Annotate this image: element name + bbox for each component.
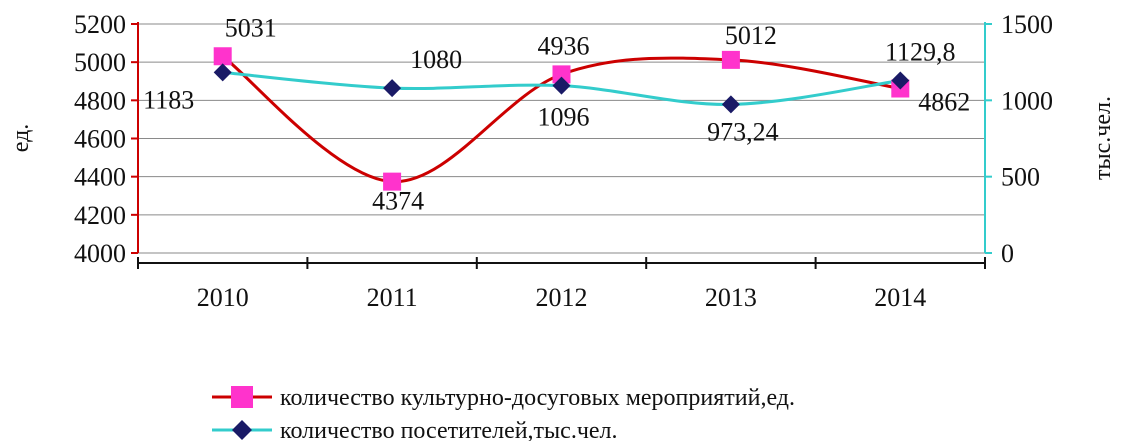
gridlines bbox=[138, 23, 985, 254]
y-left-tick-label: 4600 bbox=[74, 125, 126, 154]
y-axis-right-title: тыс.чел. bbox=[1090, 96, 1116, 180]
data-point-visitors bbox=[552, 76, 571, 95]
data-label: 1080 bbox=[410, 45, 462, 74]
y-axis-left-title: ед. bbox=[8, 124, 34, 153]
y-left-tick-label: 4400 bbox=[74, 163, 126, 192]
y-left-tick-label: 5200 bbox=[74, 10, 126, 39]
legend-item-events: количество культурно-досуговых мероприят… bbox=[212, 385, 795, 411]
data-label: 973,24 bbox=[707, 117, 779, 146]
data-label: 5031 bbox=[225, 13, 277, 42]
data-point-visitors bbox=[213, 63, 232, 82]
data-point-visitors bbox=[383, 79, 402, 98]
x-tick-label: 2011 bbox=[367, 283, 418, 312]
x-tick-label: 2012 bbox=[536, 283, 588, 312]
data-label: 4862 bbox=[918, 88, 970, 117]
data-point-visitors bbox=[721, 95, 740, 114]
y-right-tick-label: 1000 bbox=[1001, 86, 1053, 115]
data-label: 4374 bbox=[372, 187, 424, 216]
legend-label-events: количество культурно-досуговых мероприят… bbox=[280, 385, 795, 411]
data-point-events bbox=[552, 65, 571, 84]
legend-item-visitors: количество посетителей,тыс.чел. bbox=[212, 418, 618, 444]
legend-marker-events bbox=[231, 386, 253, 408]
data-label: 4936 bbox=[538, 31, 590, 60]
x-tick-label: 2013 bbox=[705, 283, 757, 312]
x-tick-label: 2014 bbox=[874, 283, 926, 312]
x-tick-label: 2010 bbox=[197, 283, 249, 312]
y-left-tick-label: 4200 bbox=[74, 201, 126, 230]
data-label: 5012 bbox=[725, 21, 777, 50]
data-point-events bbox=[383, 172, 402, 191]
data-point-visitors bbox=[891, 71, 910, 90]
legend-marker-visitors bbox=[232, 420, 252, 440]
data-labels: 5031 4374 4936 5012 4862 1183 1080 1096 973,24 11… bbox=[143, 13, 970, 215]
y-left-tick-label: 4800 bbox=[74, 86, 126, 115]
axes: 4000 4200 4400 4600 4800 5000 5200 0 500 1000 1500… bbox=[74, 10, 1053, 312]
data-label: 1129,8 bbox=[885, 38, 956, 67]
data-label: 1183 bbox=[143, 85, 194, 114]
y-left-tick-label: 5000 bbox=[74, 48, 126, 77]
data-point-events bbox=[213, 47, 232, 66]
series-layer bbox=[213, 47, 910, 191]
y-right-tick-label: 0 bbox=[1001, 239, 1014, 268]
legend-label-visitors: количество посетителей,тыс.чел. bbox=[280, 418, 618, 441]
y-right-tick-label: 500 bbox=[1001, 163, 1040, 192]
data-point-events bbox=[721, 50, 740, 69]
data-label: 1096 bbox=[538, 103, 590, 132]
legend: количество культурно-досуговых мероприят… bbox=[212, 385, 795, 444]
y-left-tick-label: 4000 bbox=[74, 239, 126, 268]
y-right-tick-label: 1500 bbox=[1001, 10, 1053, 39]
